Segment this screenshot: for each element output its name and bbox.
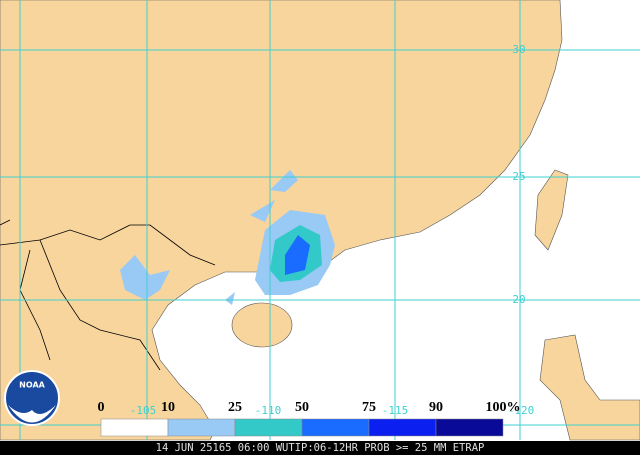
lat-label: 30: [512, 43, 525, 56]
lon-label: -110: [255, 404, 282, 417]
logo-text: NOAA: [19, 381, 45, 390]
taiwan: [534, 169, 569, 251]
legend-label: 10: [161, 400, 175, 415]
lon-label: -120: [508, 404, 535, 417]
legend-label: 25: [228, 400, 242, 415]
hainan: [231, 302, 293, 348]
lat-label: 20: [512, 293, 525, 306]
caption-bar: [0, 441, 640, 455]
legend-label: 75: [362, 400, 376, 415]
borders: [0, 219, 216, 371]
caption: 14 JUN 25165 06:00 WUTIP:06-12HR PROB >=…: [156, 442, 485, 454]
philippines: [539, 334, 640, 441]
legend-swatch: [435, 418, 504, 437]
graticule: [0, 0, 640, 440]
legend-swatch: [234, 418, 303, 437]
precip: [120, 170, 335, 305]
legend-swatch: [301, 418, 370, 437]
legend-label: 0: [98, 400, 105, 415]
legend-swatch: [368, 418, 437, 437]
noaa-logo: NOAA: [4, 370, 60, 426]
lon-label: -115: [382, 404, 409, 417]
legend-label: 100%: [486, 400, 521, 415]
lat-label: 25: [512, 170, 525, 183]
legend-label: 90: [429, 400, 443, 415]
lon-label: -105: [130, 404, 157, 417]
legend-swatch: [100, 418, 169, 437]
legend-label: 50: [295, 400, 309, 415]
legend-swatch: [167, 418, 236, 437]
